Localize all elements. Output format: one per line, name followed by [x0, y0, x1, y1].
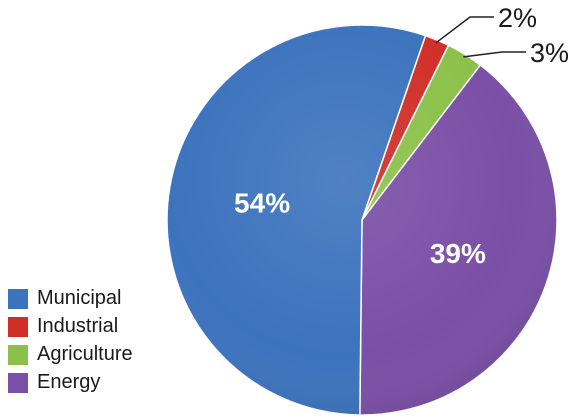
legend-swatch-energy	[8, 373, 28, 393]
legend-label-agriculture: Agriculture	[37, 343, 133, 365]
leader-line-industrial	[435, 16, 494, 44]
legend-item-energy: Energy	[8, 370, 178, 394]
legend-label-industrial: Industrial	[37, 315, 119, 337]
legend-label-municipal: Municipal	[37, 287, 122, 309]
legend-item-agriculture: Agriculture	[8, 342, 178, 366]
slice-label-agriculture: 3%	[530, 38, 569, 68]
pie-slices	[166, 24, 558, 416]
legend-item-industrial: Industrial	[8, 314, 178, 338]
legend-item-municipal: Municipal	[8, 286, 178, 310]
slice-label-energy: 39%	[430, 238, 486, 269]
slice-label-municipal: 54%	[234, 188, 290, 219]
leader-line-agriculture	[463, 51, 526, 58]
legend-label-energy: Energy	[37, 371, 101, 393]
legend-swatch-municipal	[8, 289, 28, 309]
slice-label-industrial: 2%	[498, 3, 537, 33]
legend-swatch-industrial	[8, 317, 28, 337]
callout-leaders	[435, 16, 526, 58]
slice-labels: 54% 39% 2% 3%	[234, 3, 569, 269]
legend-swatch-agriculture	[8, 345, 28, 365]
